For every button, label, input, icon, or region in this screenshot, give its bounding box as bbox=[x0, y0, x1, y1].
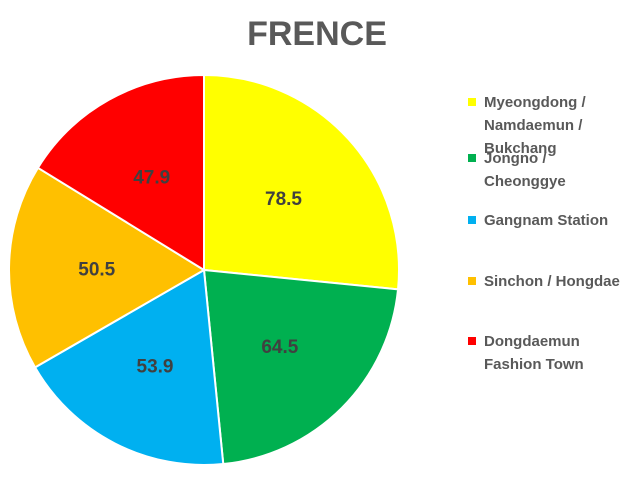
legend-label: Gangnam Station bbox=[484, 212, 608, 229]
pie-slice bbox=[8, 166, 206, 369]
pie-slice bbox=[36, 73, 205, 272]
pie-data-label: 64.5 bbox=[261, 337, 298, 358]
pie-data-labels: 78.5 64.5 53.9 50.5 47.9 bbox=[78, 167, 302, 377]
legend-entry: Gangnam Station bbox=[468, 212, 608, 229]
pie-data-label: 53.9 bbox=[137, 356, 174, 377]
pie-slices bbox=[8, 73, 400, 466]
legend-swatch bbox=[468, 337, 476, 345]
legend-label: Jongno / Cheonggye bbox=[484, 150, 566, 190]
legend-swatch bbox=[468, 216, 476, 224]
legend-swatch bbox=[468, 277, 476, 285]
chart-title: FRENCE bbox=[247, 15, 387, 53]
pie-data-label: 47.9 bbox=[133, 167, 170, 188]
legend-entry: Myeongdong / Namdaemun / Bukchang bbox=[468, 94, 586, 157]
pie-slice bbox=[203, 73, 400, 291]
legend-swatch bbox=[468, 154, 476, 162]
pie-data-label: 78.5 bbox=[265, 189, 302, 210]
legend-swatch bbox=[468, 98, 476, 106]
legend-entry: Dongdaemun Fashion Town bbox=[468, 333, 584, 373]
pie-slice bbox=[202, 268, 400, 466]
legend-label: Sinchon / Hongdae bbox=[484, 273, 620, 290]
legend-label: Myeongdong / Namdaemun / Bukchang bbox=[484, 94, 586, 157]
legend-entry: Jongno / Cheonggye bbox=[468, 150, 566, 190]
legend-label: Dongdaemun Fashion Town bbox=[484, 333, 584, 373]
pie-slice bbox=[33, 268, 225, 466]
pie-data-label: 50.5 bbox=[78, 259, 115, 280]
legend-entry: Sinchon / Hongdae bbox=[468, 273, 620, 290]
